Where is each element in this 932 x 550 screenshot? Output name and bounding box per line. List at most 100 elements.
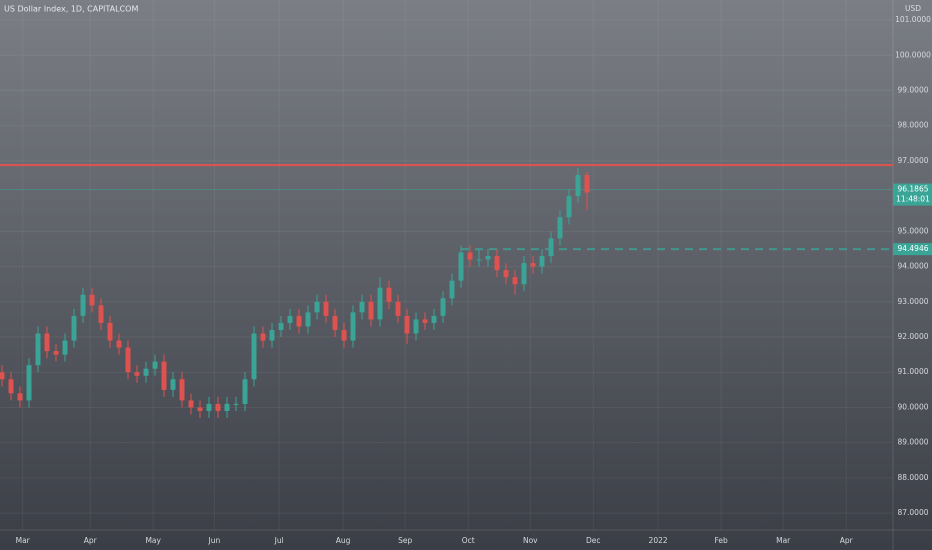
candle-body: [251, 333, 257, 380]
candle-body: [152, 361, 158, 369]
candle-body: [548, 238, 554, 257]
last-price-tag: [893, 183, 932, 206]
candle-body: [260, 333, 266, 341]
candle-body: [116, 340, 122, 348]
candle-body: [179, 379, 185, 401]
y-tick-label: 94.0000: [897, 262, 928, 271]
candle-body: [539, 256, 545, 267]
y-tick-label: 95.0000: [897, 226, 928, 235]
currency-label: USD: [905, 4, 921, 13]
candle-body: [197, 407, 203, 411]
candle-body: [278, 322, 284, 330]
x-tick-label: Apr: [840, 536, 854, 545]
candle-body: [512, 277, 518, 285]
candle-body: [224, 403, 230, 411]
candle-body: [170, 379, 176, 390]
candle-body: [71, 315, 77, 341]
candle-body: [557, 217, 563, 239]
candle-body: [188, 400, 194, 408]
y-tick-label: 93.0000: [897, 297, 928, 306]
candle-body: [584, 175, 590, 193]
chart-title: US Dollar Index, 1D, CAPITALCOM: [4, 5, 138, 14]
x-tick-label: May: [145, 536, 161, 545]
candle-body: [287, 315, 293, 323]
candle-body: [269, 329, 275, 341]
y-tick-label: 90.0000: [897, 402, 928, 411]
candle-body: [107, 322, 113, 341]
candle-body: [242, 379, 248, 404]
candle-body: [134, 372, 140, 376]
candle-body: [431, 315, 437, 323]
x-tick-label: Apr: [84, 536, 98, 545]
candle-body: [422, 319, 428, 323]
candle-body: [0, 372, 5, 380]
dashed-level-label: 94.4946: [897, 244, 928, 253]
candle-body: [8, 379, 14, 394]
candle-body: [143, 368, 149, 376]
candle-body: [359, 301, 365, 313]
y-tick-label: 98.0000: [897, 121, 928, 130]
candle-body: [467, 252, 473, 260]
candle-body: [386, 287, 392, 302]
candle-body: [332, 315, 338, 330]
candle-body: [404, 315, 410, 334]
y-tick-label: 99.0000: [897, 86, 928, 95]
candle-body: [233, 403, 239, 405]
candle-body: [395, 301, 401, 316]
candle-body: [62, 340, 68, 355]
x-tick-label: Jul: [274, 536, 284, 545]
x-tick-label: Aug: [336, 536, 351, 545]
candle-body: [206, 403, 212, 411]
x-tick-label: Mar: [16, 536, 31, 545]
x-tick-label: Jun: [208, 536, 221, 545]
candle-body: [305, 312, 311, 327]
candle-body: [575, 175, 581, 197]
y-tick-label: 97.0000: [897, 156, 928, 165]
candle-body: [215, 403, 221, 411]
y-tick-label: 92.0000: [897, 332, 928, 341]
candle-body: [341, 329, 347, 341]
candle-body: [485, 256, 491, 260]
y-tick-label: 91.0000: [897, 367, 928, 376]
y-tick-label: 100.0000: [895, 50, 931, 59]
x-tick-label: Mar: [776, 536, 791, 545]
candle-body: [476, 259, 482, 261]
y-tick-label: 89.0000: [897, 438, 928, 447]
dashed-level-tag: [893, 243, 932, 256]
candle-body: [521, 263, 527, 285]
x-tick-label: Dec: [586, 536, 601, 545]
x-tick-label: 2022: [649, 536, 668, 545]
candle-body: [17, 393, 23, 401]
candle-body: [35, 333, 41, 366]
candle-body: [26, 365, 32, 401]
x-tick-label: Sep: [398, 536, 412, 545]
candle-body: [44, 333, 50, 352]
plot: [0, 164, 893, 419]
candle-body: [323, 301, 329, 316]
candle-body: [125, 347, 131, 373]
last-price-label: 96.1865: [897, 185, 928, 194]
x-tick-label: Oct: [462, 536, 475, 545]
candle-body: [89, 294, 95, 306]
candle-body: [458, 252, 464, 281]
x-tick-label: Nov: [523, 536, 538, 545]
grid: [0, 0, 893, 530]
candle-body: [413, 319, 419, 334]
candle-body: [80, 294, 86, 316]
candle-body: [350, 312, 356, 341]
candle-body: [314, 301, 320, 313]
candle-body: [368, 301, 374, 320]
candle-body: [377, 287, 383, 320]
candle-body: [98, 305, 104, 323]
y-tick-label: 88.0000: [897, 473, 928, 482]
x-tick-label: Feb: [714, 536, 728, 545]
candle-body: [53, 351, 59, 355]
candle-body: [530, 263, 536, 267]
candle-body: [566, 196, 572, 218]
candle-body: [449, 280, 455, 299]
candle-body: [161, 361, 167, 390]
candle-body: [296, 315, 302, 327]
